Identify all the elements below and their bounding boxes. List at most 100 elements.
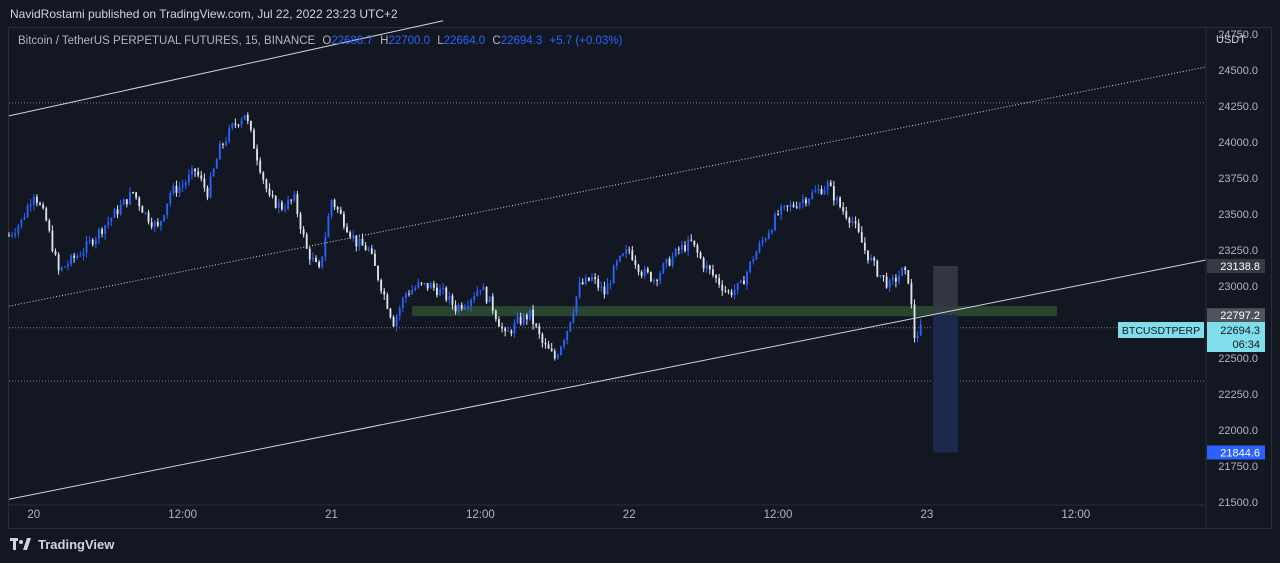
candle-body <box>696 245 699 253</box>
candle-body <box>231 123 234 129</box>
candle-body <box>547 344 550 349</box>
candle-body <box>783 205 786 207</box>
candle-body <box>873 257 876 261</box>
candle-body <box>581 282 584 285</box>
candle-body <box>234 123 237 125</box>
candle-body <box>637 264 640 272</box>
high-label: H <box>380 35 389 47</box>
candle-body <box>346 226 348 233</box>
candle-body <box>786 205 789 207</box>
time-tick-label: 12:00 <box>1061 509 1090 521</box>
candle-body <box>752 259 755 262</box>
candle-body <box>262 172 265 180</box>
candle-body <box>665 258 668 264</box>
candle-body <box>259 160 262 173</box>
lower-price-tag-bg <box>1207 308 1265 323</box>
candle-body <box>463 306 466 309</box>
candle-body <box>823 189 826 195</box>
candle-body <box>445 287 448 300</box>
candle-body <box>888 280 891 288</box>
support-zone <box>412 306 1058 317</box>
candle-body <box>857 223 860 232</box>
candle-body <box>135 192 138 198</box>
upper-price-tag: 23138.8 <box>1220 261 1260 273</box>
candle-body <box>175 185 178 194</box>
candle-body <box>640 271 643 276</box>
candle-body <box>339 209 342 214</box>
candle-body <box>699 252 702 259</box>
candle-body <box>482 287 485 291</box>
candle-body <box>560 346 562 355</box>
candle-body <box>541 334 544 343</box>
candle-body <box>336 207 339 210</box>
candle-body <box>715 275 717 278</box>
candle-body <box>144 212 147 214</box>
candle-body <box>293 194 296 201</box>
footer-bar <box>0 530 1280 563</box>
candle-body <box>792 204 795 207</box>
candle-body <box>172 185 175 193</box>
candle-body <box>584 277 587 285</box>
candle-body <box>113 209 116 218</box>
candle-body <box>904 267 907 271</box>
candle-body <box>200 175 203 179</box>
candle-body <box>70 255 72 265</box>
candle-body <box>615 261 618 266</box>
candle-body <box>228 128 231 142</box>
candle-body <box>191 168 193 175</box>
candle-body <box>290 199 293 201</box>
tradingview-logo[interactable]: TradingView <box>10 537 114 552</box>
candle-body <box>26 205 29 217</box>
candle-body <box>395 315 398 327</box>
candle-body <box>147 212 150 223</box>
candle-body <box>349 232 352 237</box>
candle-body <box>63 266 66 268</box>
candle-body <box>327 216 330 238</box>
candle-body <box>355 235 358 247</box>
candle-body <box>150 222 153 227</box>
tradingview-logo-text: TradingView <box>38 537 115 552</box>
candle-body <box>795 206 798 208</box>
price-tick-label: 22250.0 <box>1218 389 1258 401</box>
candle-body <box>501 326 503 329</box>
candle-body <box>66 264 69 267</box>
candle-body <box>829 182 832 187</box>
candle-body <box>237 124 240 126</box>
candle-body <box>82 252 85 256</box>
candle-body <box>743 280 745 285</box>
candle-body <box>249 121 252 131</box>
candle-body <box>129 192 131 205</box>
candle-body <box>138 197 141 207</box>
candle-body <box>556 354 559 359</box>
time-tick-label: 12:00 <box>466 509 495 521</box>
candle-body <box>11 234 14 236</box>
candle-body <box>566 331 569 341</box>
candle-body <box>432 283 435 288</box>
candle-body <box>839 197 842 208</box>
target-price-tag-bg <box>1207 445 1265 460</box>
candle-body <box>801 199 804 204</box>
candle-body <box>160 220 162 226</box>
candle-body <box>122 199 125 205</box>
candle-body <box>426 282 429 289</box>
candle-body <box>473 296 476 300</box>
price-tick-label: 22000.0 <box>1218 425 1258 437</box>
candle-body <box>507 330 510 332</box>
candle-body <box>622 253 624 256</box>
candle-body <box>330 199 333 217</box>
dotted-levels <box>9 102 1206 382</box>
time-tick-label: 20 <box>27 509 40 521</box>
change-value: +5.7 (+0.03%) <box>549 35 623 47</box>
candle-body <box>609 283 612 285</box>
candle-body <box>702 258 705 269</box>
candle-body <box>907 270 910 284</box>
candle-body <box>628 249 631 251</box>
candle-body <box>94 238 97 245</box>
candle-body <box>215 159 218 169</box>
candle-body <box>274 196 277 208</box>
candle-body <box>187 174 190 183</box>
candle-body <box>76 255 79 259</box>
candle-body <box>305 234 308 249</box>
candle-body <box>88 239 91 241</box>
